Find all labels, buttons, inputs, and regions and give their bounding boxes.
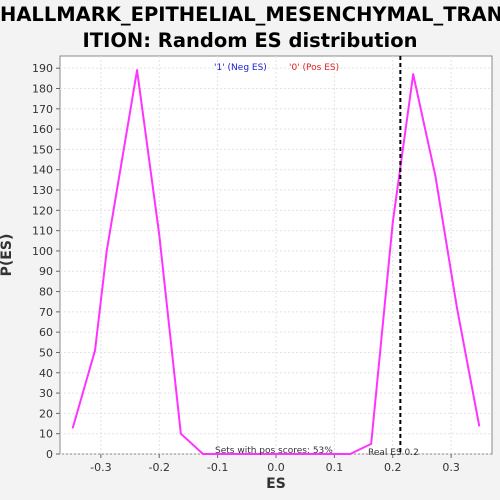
data-point — [222, 453, 225, 455]
x-tick-label: 0.0 — [267, 461, 285, 474]
annotation-real-es: Real ES 0.2 — [368, 448, 419, 458]
chart-title-line-2: ITION: Random ES distribution — [82, 29, 418, 52]
data-point — [349, 453, 352, 455]
data-point — [412, 73, 415, 76]
y-tick-label: 110 — [32, 225, 53, 238]
chart-title: HALLMARK_EPITHELIAL_MESENCHYMAL_TRANS IT… — [0, 2, 500, 54]
x-tick-label: -0.2 — [149, 461, 170, 474]
y-tick-label: 130 — [32, 184, 53, 197]
y-tick-label: 170 — [32, 103, 53, 116]
x-tick-label: -0.3 — [90, 461, 111, 474]
annotation-pos-scores: Sets with pos scores: 53% — [215, 446, 333, 456]
y-tick-label: 10 — [39, 428, 53, 441]
plot-area — [59, 55, 493, 455]
y-tick-label: 180 — [32, 82, 53, 95]
data-point — [370, 442, 373, 445]
data-point — [327, 453, 330, 455]
data-point — [158, 233, 161, 236]
y-tick-label: 190 — [32, 62, 53, 75]
y-tick-label: 90 — [39, 265, 53, 278]
data-point — [275, 453, 277, 455]
y-tick-label: 100 — [32, 245, 53, 258]
x-tick-label: -0.1 — [207, 461, 228, 474]
data-point — [71, 426, 74, 429]
y-tick-label: 160 — [32, 123, 53, 136]
y-tick-label: 40 — [39, 367, 53, 380]
x-axis-ticks: -0.3 -0.2 -0.1 0.0 0.1 0.2 0.3 — [90, 454, 460, 474]
data-point — [478, 424, 481, 427]
data-point — [434, 174, 437, 177]
chart-title-line-1: HALLMARK_EPITHELIAL_MESENCHYMAL_TRANS — [0, 3, 500, 26]
data-point — [136, 69, 139, 72]
y-tick-label: 0 — [46, 448, 53, 461]
x-tick-label: 0.2 — [384, 461, 402, 474]
data-point — [179, 432, 182, 435]
data-point — [455, 306, 458, 309]
data-point — [202, 453, 205, 455]
y-tick-label: 120 — [32, 204, 53, 217]
data-point — [391, 221, 394, 224]
legend-entry-pos-es: '0' (Pos ES) — [289, 63, 339, 73]
y-tick-label: 60 — [39, 326, 53, 339]
y-tick-label: 70 — [39, 306, 53, 319]
y-tick-label: 30 — [39, 387, 53, 400]
y-tick-label: 50 — [39, 346, 53, 359]
x-axis-label: ES — [266, 476, 286, 492]
series-points — [71, 69, 481, 455]
y-tick-label: 150 — [32, 143, 53, 156]
y-axis-ticks: 0 10 20 30 40 50 60 70 80 90 100 110 120 130 140 150 160… — [32, 62, 60, 461]
data-point — [105, 249, 108, 252]
y-tick-label: 80 — [39, 286, 53, 299]
y-tick-label: 140 — [32, 164, 53, 177]
y-tick-label: 20 — [39, 407, 53, 420]
data-point — [94, 349, 97, 352]
x-tick-label: 0.1 — [326, 461, 344, 474]
x-tick-label: 0.3 — [442, 461, 460, 474]
legend-entry-neg-es: '1' (Neg ES) — [214, 63, 267, 73]
